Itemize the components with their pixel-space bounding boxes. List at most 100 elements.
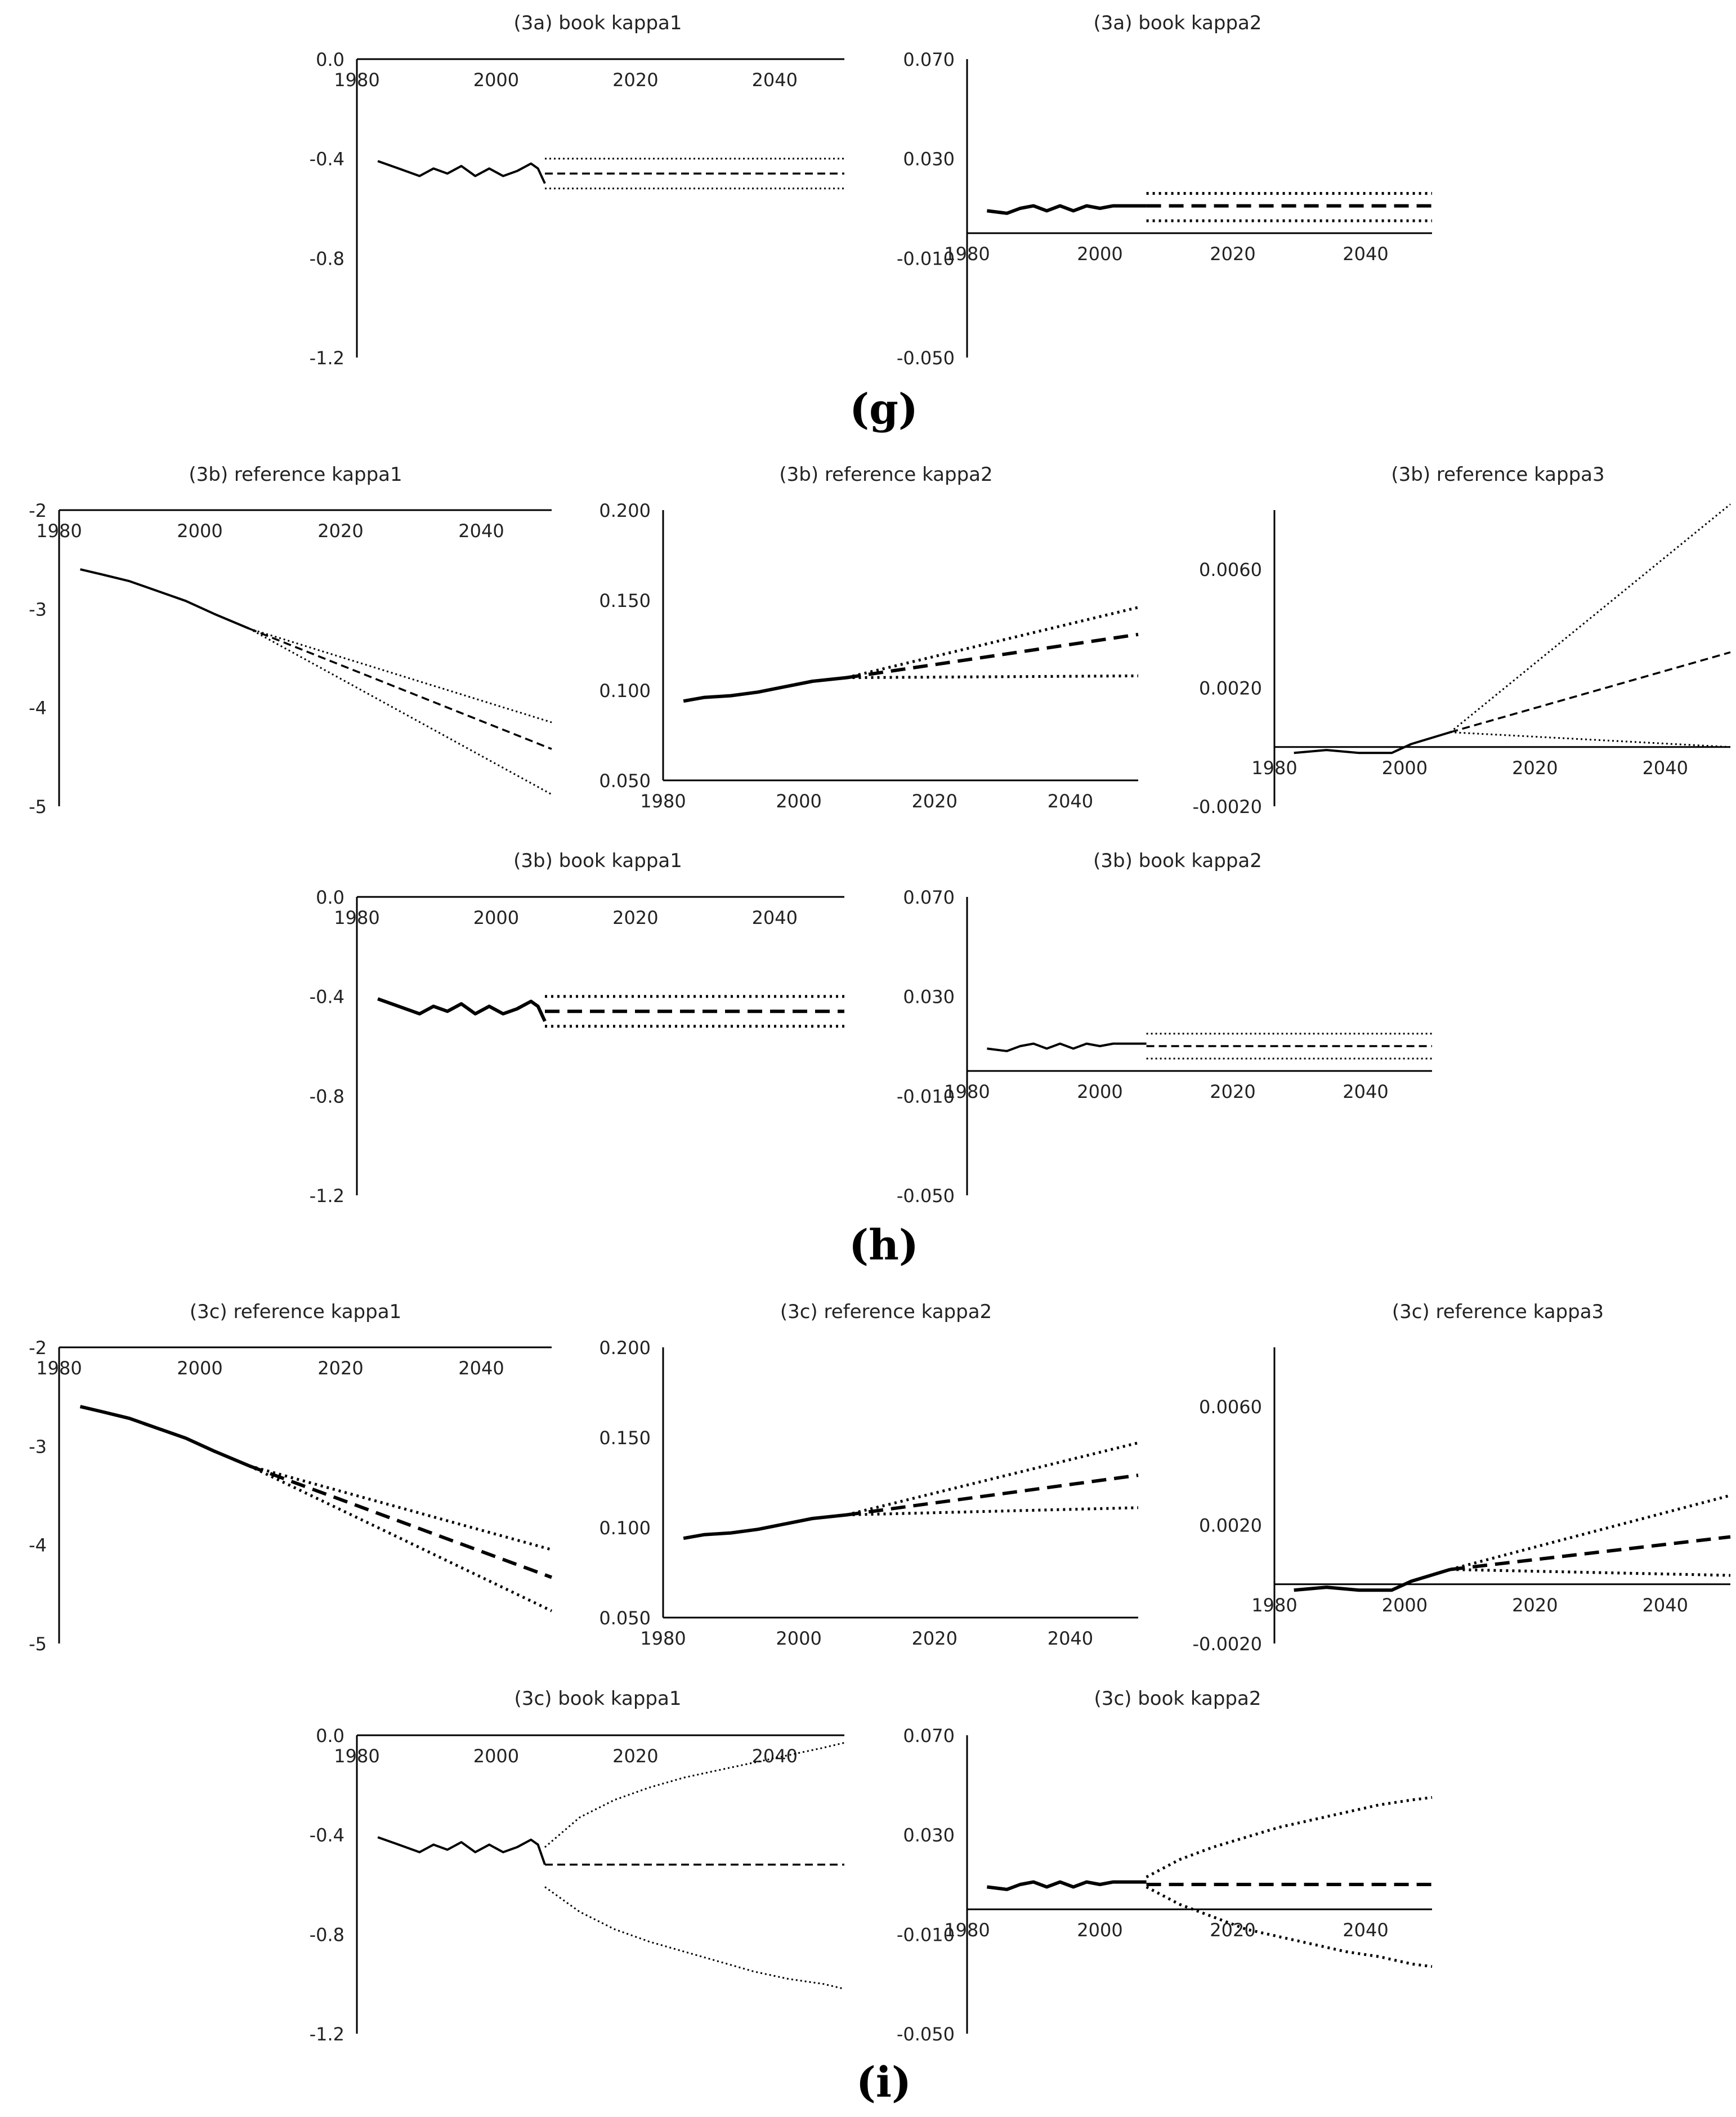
x-tick-label: 2040 xyxy=(1343,243,1388,265)
y-tick-label: 0.0 xyxy=(316,1725,344,1747)
x-tick-label: 2020 xyxy=(1210,1081,1255,1102)
y-tick-label: -1.2 xyxy=(310,2024,344,2045)
chart-2: (3a) book kappa2 0.070 0.030 -0.010 -0.050 19… xyxy=(897,12,1432,369)
historical-line xyxy=(683,1513,847,1540)
chart-title: (3a) book kappa1 xyxy=(513,12,682,34)
x-tick-label: 1980 xyxy=(334,69,379,91)
x-tick-label: 2020 xyxy=(912,790,958,812)
chart-6: (3b) book kappa1 0.0 -0.4 -0.8 -1.2 1980 2000 2… xyxy=(310,850,844,1207)
chart-3: (3b) reference kappa1 -2 -3 -4 -5 1980 2000 202… xyxy=(29,463,552,818)
y-tick-label: 0.070 xyxy=(903,1725,955,1747)
y-tick-label: 0.030 xyxy=(903,986,955,1008)
y-tick-label: 0.0020 xyxy=(1199,1515,1262,1537)
y-tick-label: 0.100 xyxy=(599,680,651,702)
x-tick-label: 2000 xyxy=(1382,757,1428,779)
x-tick-label: 2020 xyxy=(612,1745,658,1767)
x-tick-label: 2020 xyxy=(1512,757,1558,779)
central-forecast-line xyxy=(846,1473,1139,1517)
chart-7: (3b) book kappa2 0.070 0.030 -0.010 -0.050 19… xyxy=(897,850,1432,1207)
y-tick-label: -0.4 xyxy=(310,986,344,1008)
chart-title: (3c) book kappa2 xyxy=(1094,1687,1261,1710)
x-tick-label: 1980 xyxy=(944,243,990,265)
y-tick-label: -2 xyxy=(29,1337,47,1359)
historical-line xyxy=(683,676,847,703)
x-tick-label: 1980 xyxy=(334,1745,379,1767)
y-tick-label: 0.030 xyxy=(903,149,955,170)
y-tick-label: 0.0060 xyxy=(1199,559,1262,580)
x-tick-label: 2040 xyxy=(458,1357,504,1379)
x-tick-label: 1980 xyxy=(334,907,379,928)
upper-bound-line xyxy=(1449,1494,1731,1571)
x-tick-label: 2000 xyxy=(177,520,222,542)
x-tick-label: 2020 xyxy=(1210,243,1255,265)
x-tick-label: 2000 xyxy=(1077,1081,1122,1102)
x-tick-label: 2020 xyxy=(912,1628,958,1649)
x-tick-label: 2000 xyxy=(473,907,519,928)
upper-bound-line xyxy=(845,1441,1139,1517)
central-forecast-line xyxy=(1449,651,1731,734)
y-tick-label: -0.8 xyxy=(310,248,344,269)
historical-line xyxy=(1294,1567,1451,1592)
chart-title: (3b) reference kappa2 xyxy=(779,463,992,486)
y-tick-label: 0.200 xyxy=(599,1337,651,1359)
x-tick-label: 1980 xyxy=(944,1919,990,1941)
central-forecast-line xyxy=(846,632,1139,680)
chart-4: (3b) reference kappa2 0.200 0.150 0.100 0.05… xyxy=(599,463,1139,812)
lower-bound-line xyxy=(1450,731,1731,748)
y-tick-label: 0.150 xyxy=(599,1427,651,1449)
historical-line xyxy=(987,204,1147,215)
x-tick-label: 2020 xyxy=(612,69,658,91)
x-tick-label: 2000 xyxy=(1382,1595,1428,1616)
historical-line xyxy=(1294,731,1451,754)
x-tick-label: 2020 xyxy=(317,1357,363,1379)
y-tick-label: 0.150 xyxy=(599,590,651,611)
x-tick-label: 2040 xyxy=(752,1745,798,1767)
central-forecast-line xyxy=(248,1464,553,1579)
chart-title: (3b) book kappa1 xyxy=(513,850,682,872)
chart-title: (3c) reference kappa3 xyxy=(1392,1301,1604,1323)
central-forecast-line xyxy=(1450,1535,1731,1571)
y-tick-label: -0.050 xyxy=(897,1185,955,1207)
x-tick-label: 2000 xyxy=(776,1628,821,1649)
chart-title: (3c) book kappa1 xyxy=(514,1687,682,1710)
x-tick-label: 2040 xyxy=(1643,1595,1688,1616)
historical-line xyxy=(987,1042,1147,1052)
y-tick-label: -0.010 xyxy=(897,1924,955,1945)
x-tick-label: 2040 xyxy=(458,520,504,542)
y-tick-label: -2 xyxy=(29,500,47,521)
chart-title: (3b) reference kappa3 xyxy=(1391,463,1604,486)
x-tick-label: 2020 xyxy=(1210,1919,1255,1941)
y-tick-label: -4 xyxy=(29,1535,47,1556)
y-tick-label: 0.200 xyxy=(599,500,651,521)
y-tick-label: 0.0060 xyxy=(1199,1396,1262,1418)
y-tick-label: -5 xyxy=(29,1633,47,1655)
y-tick-label: -0.0020 xyxy=(1192,1633,1262,1655)
historical-line xyxy=(377,997,547,1022)
x-tick-label: 2040 xyxy=(752,69,798,91)
x-tick-label: 2040 xyxy=(1343,1081,1388,1102)
y-tick-label: -0.050 xyxy=(897,2024,955,2045)
y-tick-label: -4 xyxy=(29,698,47,719)
y-tick-label: 0.0 xyxy=(316,887,344,908)
y-tick-label: -0.010 xyxy=(897,248,955,269)
section-label-i: (i) xyxy=(856,2058,912,2107)
lower-bound-line xyxy=(248,628,552,796)
chart-title: (3a) book kappa2 xyxy=(1093,12,1261,34)
y-tick-label: -0.4 xyxy=(310,149,344,170)
x-tick-label: 2000 xyxy=(473,1745,519,1767)
central-forecast-line xyxy=(248,627,552,750)
y-tick-label: -5 xyxy=(29,796,47,818)
lower-bound-line xyxy=(846,1506,1139,1517)
x-tick-label: 1980 xyxy=(36,520,82,542)
x-tick-label: 2040 xyxy=(1643,757,1688,779)
y-tick-label: 0.050 xyxy=(599,1607,651,1629)
historical-line xyxy=(377,1836,546,1865)
lower-bound-line xyxy=(1450,1568,1731,1577)
y-tick-label: 0.0 xyxy=(316,49,344,70)
y-tick-label: -3 xyxy=(29,1436,47,1457)
x-tick-label: 2040 xyxy=(1048,1628,1093,1649)
historical-line xyxy=(987,1880,1147,1891)
chart-title: (3c) reference kappa2 xyxy=(780,1301,992,1323)
x-tick-label: 2000 xyxy=(776,790,821,812)
upper-bound-line xyxy=(1449,503,1731,733)
